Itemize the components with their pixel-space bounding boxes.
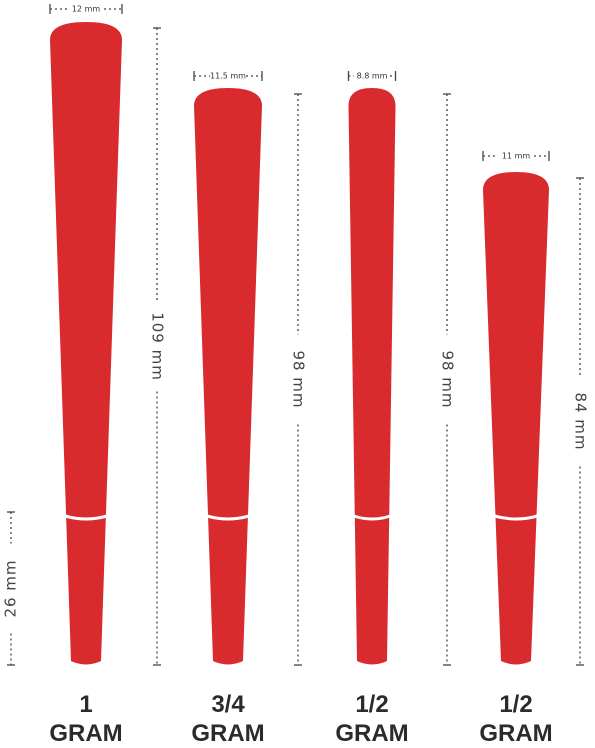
length-label: 109 mm	[149, 312, 167, 381]
filter-seam	[206, 514, 250, 521]
width-label: 8.8 mm	[357, 72, 388, 81]
size-label: 3/4	[211, 691, 245, 718]
unit-label: GRAM	[479, 720, 552, 747]
size-label: 1	[79, 691, 92, 718]
filter-seam	[353, 514, 391, 521]
width-label: 11.5 mm	[210, 72, 246, 81]
filter-seam	[494, 514, 538, 521]
cone	[483, 172, 549, 665]
length-label: 98 mm	[290, 350, 308, 408]
cone	[50, 22, 122, 665]
size-label: 1/2	[499, 691, 532, 718]
length-label: 98 mm	[439, 350, 457, 408]
size-label: 1/2	[355, 691, 388, 718]
unit-label: GRAM	[49, 720, 122, 747]
unit-label: GRAM	[191, 720, 264, 747]
cone	[194, 88, 262, 665]
unit-label: GRAM	[335, 720, 408, 747]
width-label: 11 mm	[502, 152, 531, 161]
length-label: 26 mm	[2, 559, 20, 617]
length-label: 84 mm	[572, 392, 590, 450]
width-label: 12 mm	[72, 5, 101, 14]
filter-seam	[64, 514, 108, 521]
cone	[348, 88, 396, 665]
